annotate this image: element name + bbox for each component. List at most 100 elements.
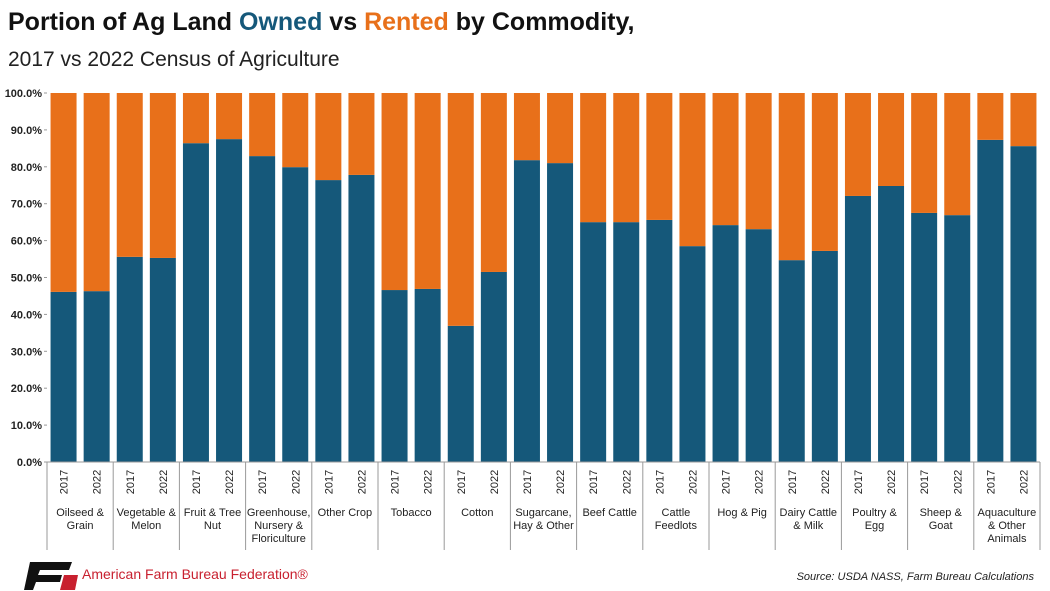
x-tick-label: 2017 [919,470,931,494]
x-tick-label: 2017 [191,470,203,494]
bar-segment [315,93,342,181]
title-part: vs [329,8,357,36]
bar-segment [116,93,143,257]
group-label: Poultry & Egg [852,507,897,532]
bar-segment [447,325,474,462]
bar-segment [712,93,739,226]
group-label: Tobacco [390,507,432,519]
bar-segment [547,93,574,164]
y-tick-label: 50.0% [11,273,42,285]
bar-segment [911,93,938,213]
bar-segment [944,215,971,462]
bar-segment [50,291,77,462]
bar-segment [381,290,408,462]
x-tick-label: 2017 [853,470,865,494]
x-tick-label: 2017 [257,470,269,494]
x-tick-label: 2017 [721,470,733,494]
bar-segment [480,271,507,462]
x-tick-label: 2022 [754,470,766,494]
bar-segment [811,250,838,462]
chart-subtitle: 2017 vs 2022 Census of Agriculture [8,48,340,71]
group-label: Cotton [461,507,494,519]
group-label: Sugarcane, Hay & Other [513,507,574,532]
bar-segment [811,93,838,251]
bar-segment [712,225,739,462]
group-label: Dairy Cattle & Milk [779,507,838,532]
y-tick-label: 80.0% [11,162,42,174]
x-tick-label: 2022 [356,470,368,494]
bar-segment [646,219,673,462]
x-tick-label: 2017 [588,470,600,494]
bar-segment [646,93,673,220]
bar-segment [149,257,176,462]
x-tick-label: 2017 [456,470,468,494]
bar-segment [414,288,441,462]
bar-segment [315,180,342,463]
x-tick-label: 2022 [687,470,699,494]
group-label: Vegetable & Melon [116,507,176,532]
group-label: Hog & Pig [717,507,767,519]
bar-segment [447,93,474,326]
bar-segment [844,93,871,196]
x-tick-label: 2022 [158,470,170,494]
bar-segment [182,143,209,462]
title-part: by Commodity, [456,8,635,36]
bar-segment [282,167,309,462]
group-label: Other Crop [317,507,373,519]
title-rented: Rented [364,8,449,36]
y-tick-label: 30.0% [11,346,42,358]
group-label: Oilseed & Grain [56,507,104,532]
bar-segment [1010,146,1037,463]
y-tick-label: 0.0% [17,457,42,469]
bar-segment [83,93,110,292]
group-label: Aquaculture & Other Animals [977,507,1037,545]
bar-segment [977,139,1004,462]
y-tick-label: 20.0% [11,383,42,395]
bar-segment [911,212,938,462]
bar-segment [944,93,971,216]
group-label: Fruit & Tree Nut [183,507,242,532]
x-tick-label: 2022 [92,470,104,494]
group-label: Beef Cattle [582,507,637,519]
x-tick-label: 2022 [621,470,633,494]
y-tick-label: 70.0% [11,199,42,211]
x-tick-label: 2022 [952,470,964,494]
x-tick-label: 2022 [1018,470,1030,494]
x-tick-label: 2017 [125,470,137,494]
x-tick-label: 2017 [985,470,997,494]
chart-title: Portion of Ag Land Owned vs Rented by Co… [8,8,634,36]
bar-segment [249,156,276,462]
bar-segment [83,291,110,462]
bar-segment [348,93,375,175]
footer-source: Source: USDA NASS, Farm Bureau Calculati… [796,571,1034,583]
bar-segment [547,163,574,463]
title-owned: Owned [239,8,322,36]
bar-segment [679,93,706,247]
group-label: Cattle Feedlots [654,507,697,532]
group-label: Greenhouse, Nursery & Floriculture [246,507,311,545]
group-label: Sheep & Goat [919,507,962,532]
bar-segment [480,93,507,272]
x-tick-label: 2022 [555,470,567,494]
y-tick-label: 60.0% [11,236,42,248]
bar-segment [679,246,706,462]
bar-segment [381,93,408,291]
x-tick-label: 2017 [522,470,534,494]
bar-segment [613,222,640,462]
x-tick-label: 2022 [290,470,302,494]
bar-segment [745,93,772,230]
x-tick-label: 2017 [59,470,71,494]
bar-segment [513,160,540,462]
bar-segment [977,93,1004,140]
bar-segment [182,93,209,144]
bar-segment [513,93,540,161]
bar-segment [116,256,143,462]
bar-segment [50,93,77,292]
x-tick-label: 2017 [654,470,666,494]
logo [24,562,78,590]
bar-segment [580,93,607,223]
x-tick-label: 2022 [820,470,832,494]
x-tick-label: 2022 [224,470,236,494]
